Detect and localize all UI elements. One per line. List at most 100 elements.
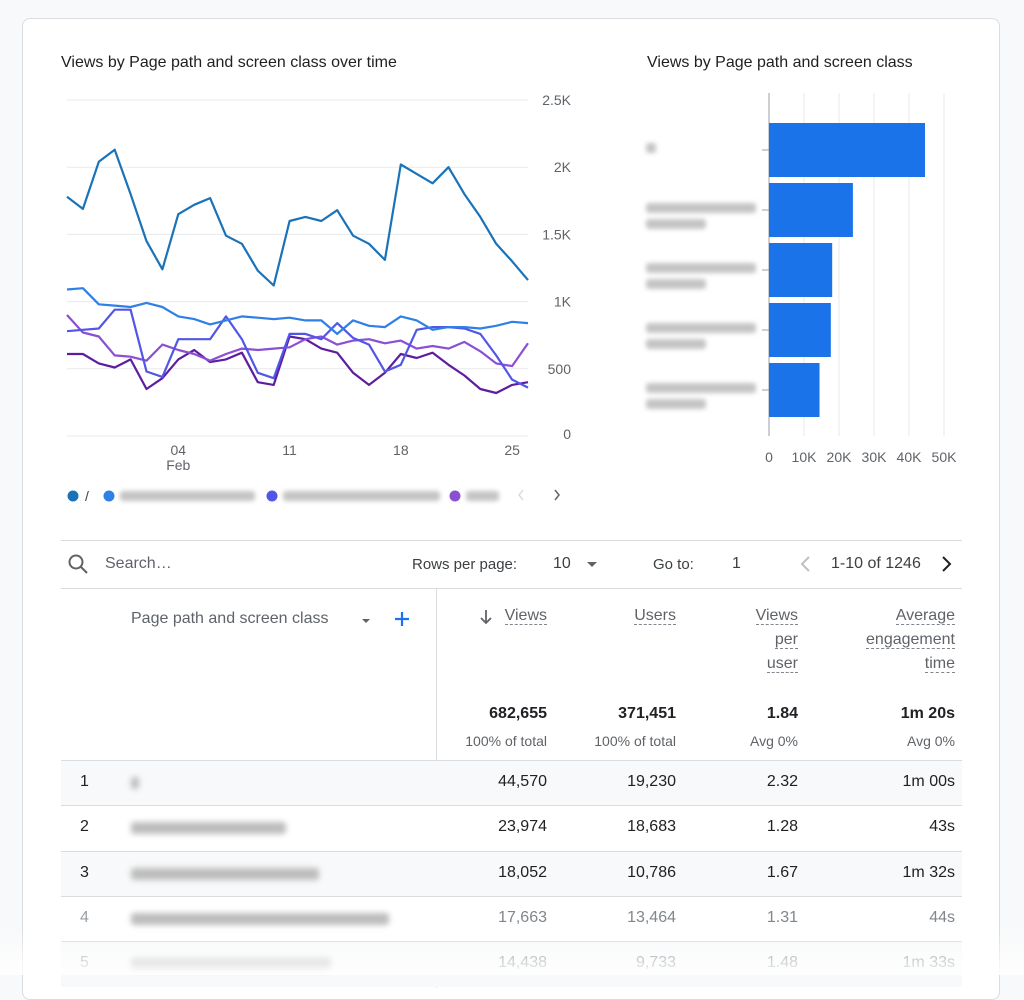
dimension-header[interactable]: Page path and screen class — [131, 610, 329, 627]
row-index: 3 — [80, 863, 89, 881]
y-tick-label: 1.5K — [542, 226, 571, 242]
prev-page[interactable] — [794, 552, 818, 581]
bar — [769, 243, 833, 297]
page-path-blurred — [131, 822, 286, 835]
metric-header[interactable]: Average engagement time — [845, 604, 955, 676]
cell: 19,230 — [627, 773, 676, 790]
x-tick-label: 10K — [792, 449, 818, 465]
category-label-blurred — [646, 339, 706, 349]
legend-label: / — [85, 488, 89, 504]
sort-icon — [474, 605, 498, 634]
legend-dot — [67, 490, 79, 502]
cell: 44s — [929, 908, 955, 926]
total-value: 1.84 — [766, 705, 798, 722]
metric-header-text: Users — [634, 607, 676, 625]
cell: 44,570 — [498, 773, 547, 790]
legend-prev[interactable] — [518, 489, 524, 501]
bar — [769, 183, 853, 237]
prev-page-glyph — [800, 556, 810, 572]
bottom-fade — [0, 930, 1024, 975]
x-tick-label: 18 — [393, 442, 409, 458]
page-range: 1-10 of 1246 — [831, 555, 921, 572]
dimension-dropdown-glyph — [362, 619, 370, 623]
cell: 1m 32s — [902, 863, 955, 881]
cell: 1.67 — [766, 863, 798, 881]
line-series — [66, 287, 529, 335]
x-tick-label: 25 — [504, 442, 520, 458]
divider — [61, 588, 962, 589]
page-path-blurred — [131, 867, 319, 880]
cell: 13,464 — [627, 908, 676, 926]
category-label-blurred — [646, 383, 756, 393]
metric-header-text: Average engagement time — [866, 607, 955, 673]
metric-header[interactable]: Users — [596, 604, 676, 628]
category-label-blurred — [646, 143, 656, 153]
category-label-blurred — [646, 203, 756, 213]
legend-next[interactable] — [554, 489, 560, 501]
cell: 1.31 — [766, 908, 798, 926]
metric-header[interactable]: Views per user — [748, 604, 798, 676]
cell: 43s — [929, 818, 955, 836]
next-page[interactable] — [934, 552, 958, 581]
legend-label-blurred — [283, 491, 440, 501]
rows-dropdown-glyph — [587, 562, 597, 567]
y-tick-label: 2.5K — [542, 92, 571, 108]
cell: 17,663 — [498, 908, 547, 926]
x-tick-label: 40K — [897, 449, 923, 465]
total-note: 100% of total — [594, 733, 676, 749]
bar — [769, 363, 820, 417]
line-chart-title: Views by Page path and screen class over… — [61, 54, 397, 71]
metric-header-text: Views — [504, 607, 547, 625]
divider — [61, 540, 962, 541]
cell: 2.32 — [766, 773, 798, 790]
search-icon-glyph — [68, 554, 88, 574]
category-label-blurred — [646, 263, 756, 273]
y-tick-label: 2K — [554, 159, 572, 175]
y-tick-label: 500 — [548, 361, 572, 377]
dimension-dropdown[interactable] — [354, 608, 378, 637]
sort-icon-glyph — [480, 610, 492, 625]
row-index: 2 — [80, 818, 89, 836]
line-series — [67, 335, 529, 395]
x-tick-sublabel: Feb — [166, 457, 190, 473]
bar — [769, 303, 831, 357]
category-label-blurred — [646, 219, 706, 229]
add-dimension[interactable] — [390, 607, 414, 636]
cell: 23,974 — [498, 818, 547, 836]
charts: Views by Page path and screen class over… — [61, 54, 958, 504]
category-label-blurred — [646, 323, 756, 333]
total-note: 100% of total — [465, 733, 547, 749]
total-note: Avg 0% — [907, 733, 955, 749]
x-tick-label: 30K — [862, 449, 888, 465]
metric-header-text: Views per user — [755, 607, 798, 673]
rows-dropdown[interactable] — [580, 552, 604, 581]
legend-label-blurred — [466, 491, 499, 501]
line-series — [66, 314, 529, 368]
line-series — [66, 148, 529, 287]
legend-dot — [266, 490, 278, 502]
search-input[interactable]: Search… — [105, 555, 172, 572]
page-path-blurred — [131, 912, 389, 925]
rows-per-page-value[interactable]: 10 — [553, 555, 571, 572]
line-series — [66, 308, 529, 389]
x-tick-label: 20K — [827, 449, 853, 465]
next-page-glyph — [942, 556, 952, 572]
category-label-blurred — [646, 279, 706, 289]
y-tick-label: 0 — [563, 426, 571, 442]
total-value: 682,655 — [489, 705, 547, 722]
total-note: Avg 0% — [750, 733, 798, 749]
go-to-value[interactable]: 1 — [732, 555, 741, 572]
cell: 18,683 — [627, 818, 676, 836]
x-tick-label: 50K — [932, 449, 958, 465]
row-index: 4 — [80, 908, 89, 926]
add-dimension-glyph — [395, 612, 409, 626]
cell: 1m 00s — [902, 773, 955, 790]
legend-dot — [449, 490, 461, 502]
search-icon — [66, 552, 90, 581]
legend-label-blurred — [120, 491, 255, 501]
metric-header[interactable]: Views — [467, 604, 547, 628]
bar — [769, 123, 925, 177]
x-tick-label: 0 — [765, 449, 773, 465]
legend-dot — [103, 490, 115, 502]
cell: 18,052 — [498, 863, 547, 881]
